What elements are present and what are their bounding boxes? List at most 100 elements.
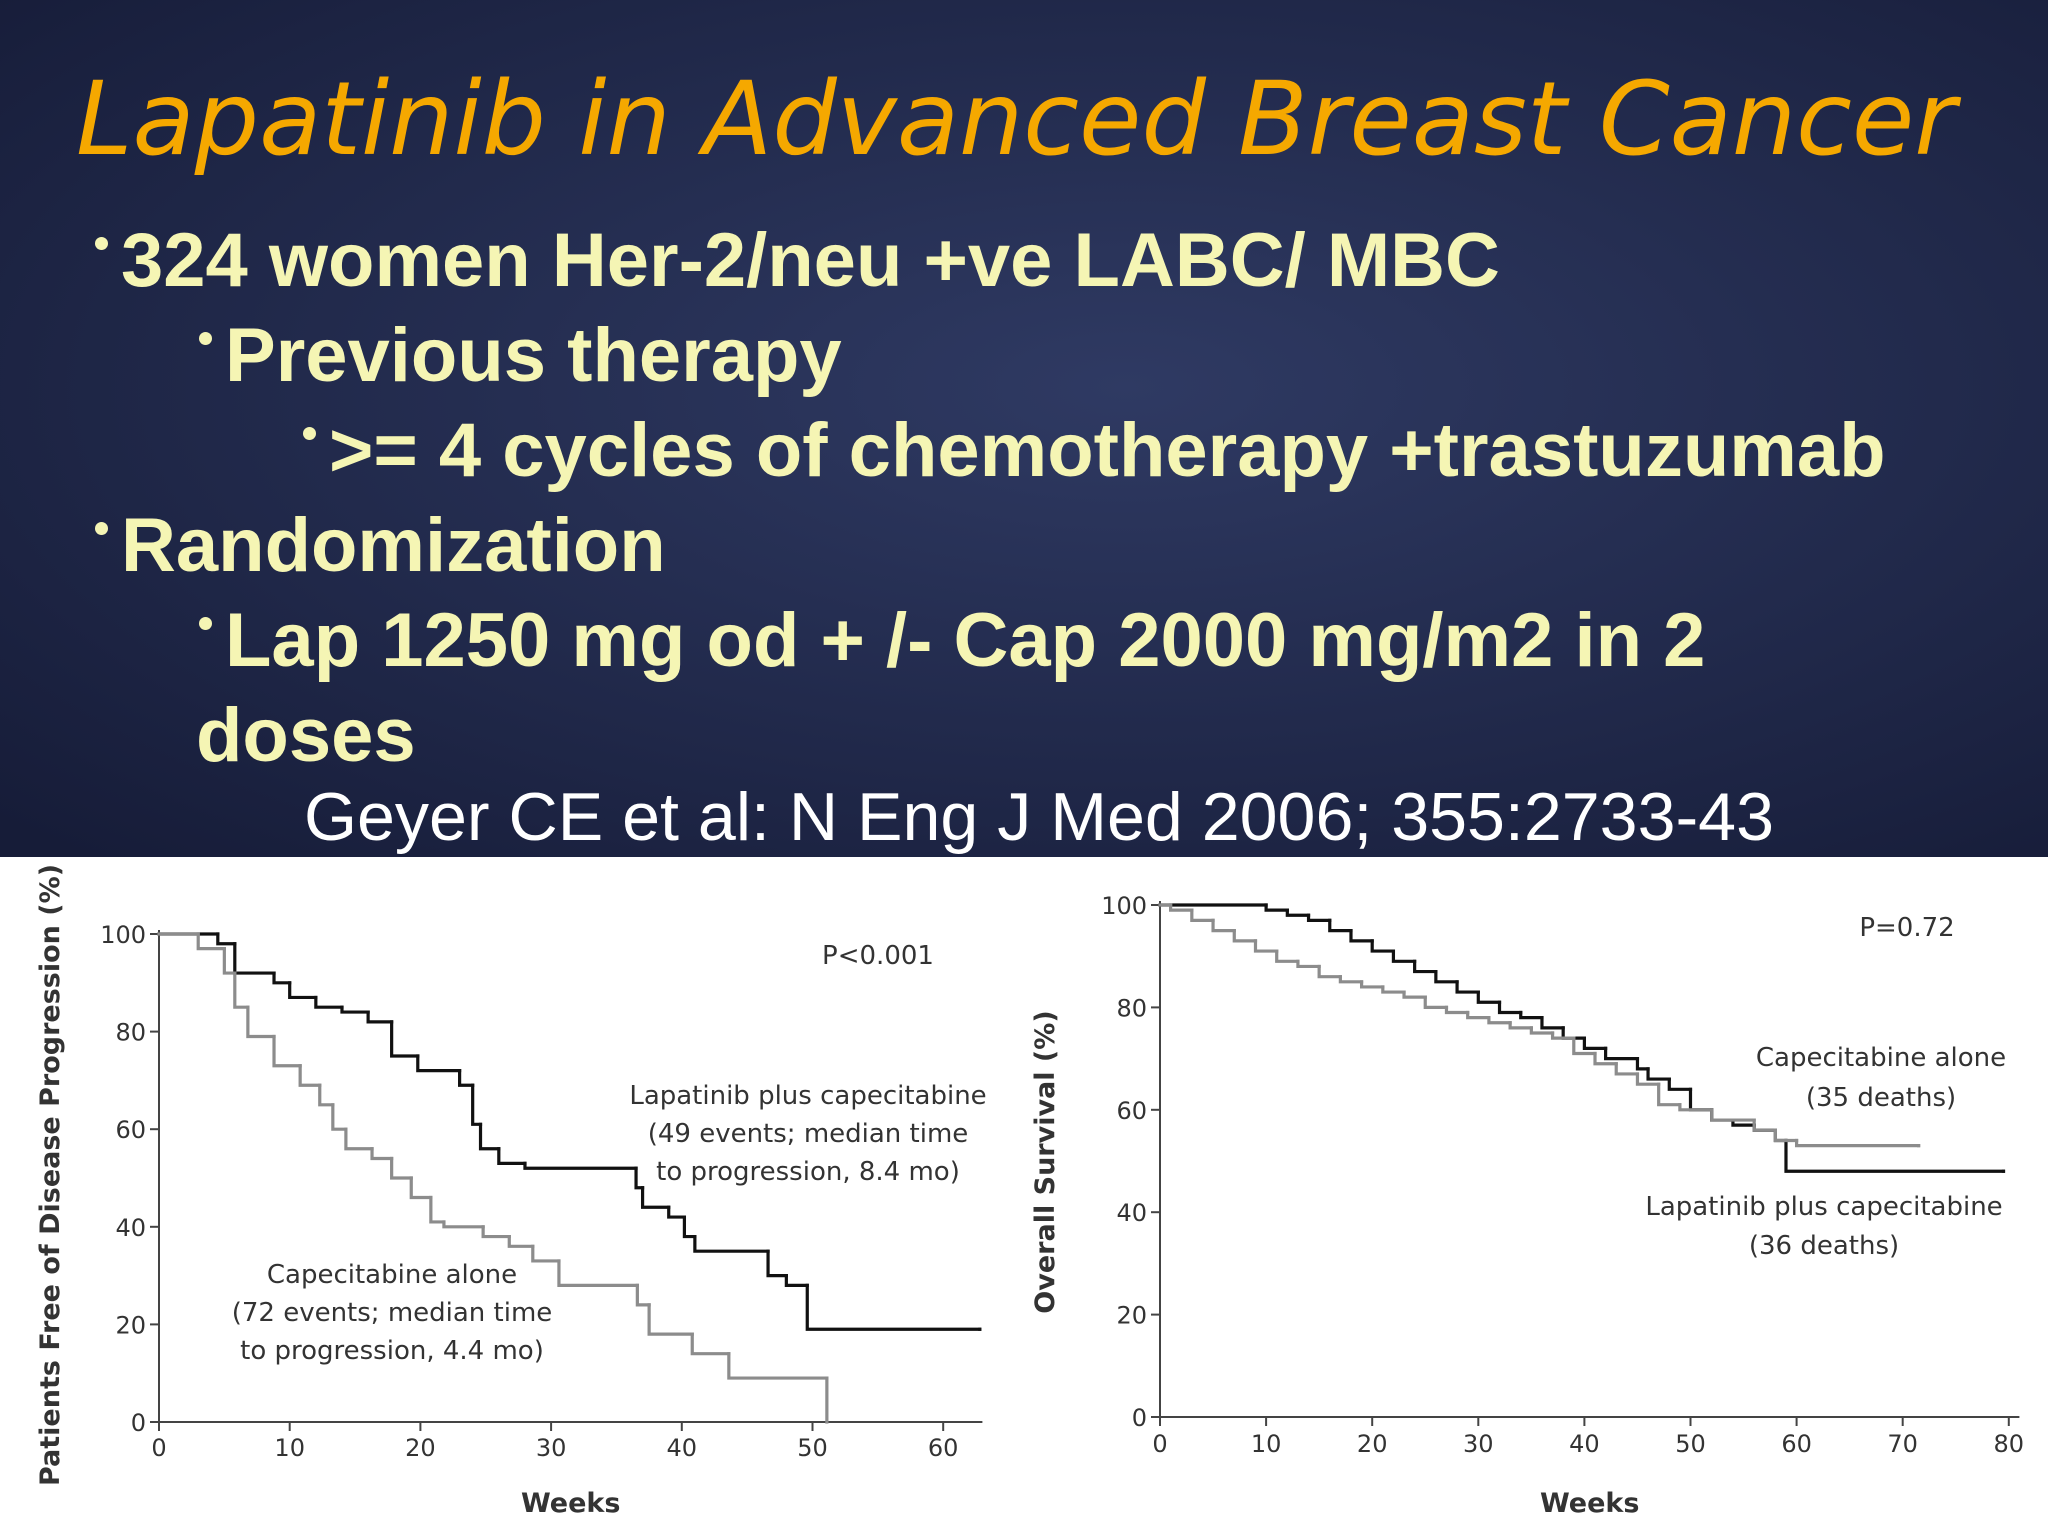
survival-step [318,1083,335,1107]
survival-step [246,1005,276,1039]
x-tick-label: 20 [405,1434,436,1462]
x-tick-label: 70 [1887,1430,1918,1458]
survival-step [640,1186,671,1209]
survival-step [390,1020,420,1058]
x-tick-label: 20 [1357,1430,1388,1458]
survival-step [1381,985,1406,994]
survival-step [1338,975,1364,984]
survival-step [805,1283,982,1331]
survival-step [693,1234,770,1253]
survival-step [390,1156,413,1180]
survival-step [634,1166,645,1190]
bullet-item: Lap 1250 mg od + /- Cap 2000 mg/m2 in 2 … [0,593,1896,783]
survival-step [1296,959,1321,969]
survival-step [690,1332,731,1356]
survival-step [314,995,344,1009]
survival-step [1529,1026,1555,1035]
bullet-item: Previous therapy [0,308,1896,403]
bullet-text: 324 women Her-2/neu +ve LABC/ MBC [121,218,1500,303]
bullet-text: Previous therapy [225,313,842,398]
survival-step [1784,1138,2006,1173]
slide-title: Lapatinib in Advanced Breast Cancer [76,60,1962,179]
survival-step [272,1034,302,1068]
series-detail: (49 events; median time [648,1119,969,1149]
y-axis-label: Overall Survival (%) [1030,1010,1061,1313]
survival-step [1370,939,1396,953]
survival-step [1317,964,1342,979]
series-detail: to progression, 4.4 mo) [240,1336,544,1366]
survival-step [1508,1021,1533,1030]
survival-step [531,1244,561,1263]
y-tick-label: 20 [1116,1302,1147,1330]
x-tick-label: 40 [667,1434,698,1462]
survival-step [1635,1057,1650,1071]
survival-step [340,1005,370,1014]
y-axis-label: Patients Free of Disease Progression (%) [35,864,66,1486]
survival-step [1253,939,1279,953]
survival-step [458,1069,475,1087]
survival-step [1434,969,1459,984]
x-tick-label: 40 [1569,1430,1600,1458]
survival-step [1466,1010,1491,1020]
y-tick-label: 0 [131,1409,146,1437]
bullet-dot [199,332,212,345]
x-tick-label: 60 [1781,1430,1812,1458]
survival-step [1232,929,1258,943]
bullet-item: >= 4 cycles of chemotherapy +trastuzumab [0,403,2000,498]
survival-step [1678,1103,1714,1112]
survival-step [1444,1005,1470,1015]
y-tick-label: 0 [1132,1404,1147,1432]
survival-step [1423,995,1449,1009]
survival-step [727,1352,829,1380]
survival-step [1731,1118,1756,1127]
bullet-dot [95,237,108,250]
survival-step [784,1274,809,1287]
survival-step [667,1205,687,1219]
survival-step [442,1220,485,1229]
bullet-list: 324 women Her-2/neu +ve LABC/ MBC Previou… [0,213,2048,783]
x-tick-label: 0 [151,1434,166,1462]
survival-step [1635,1072,1661,1086]
survival-step [1540,1016,1565,1030]
survival-step [1306,913,1332,922]
x-tick-label: 60 [928,1434,959,1462]
y-tick-label: 40 [1116,1199,1147,1227]
series-label: Capecitabine alone [267,1260,517,1290]
y-tick-label: 80 [1116,994,1147,1022]
survival-step [1519,1010,1544,1020]
survival-step [635,1283,651,1307]
x-tick-label: 30 [1463,1430,1494,1458]
series-label: Lapatinib plus capecitabine [629,1081,986,1111]
survival-step [1264,903,1289,912]
x-tick-label: 0 [1152,1430,1167,1458]
series-detail: to progression, 8.4 mo) [656,1157,960,1187]
survival-step [1614,1062,1640,1076]
survival-step [557,1259,639,1287]
x-axis-label: Weeks [521,1488,620,1519]
bullet-dot [95,522,108,535]
survival-step [272,971,292,985]
series-detail: (36 deaths) [1749,1231,1899,1261]
survival-step [478,1122,501,1151]
survival-step [1169,903,1194,912]
x-tick-label: 50 [797,1434,828,1462]
series-label: Capecitabine alone [1756,1043,2006,1073]
survival-step [1794,1138,1921,1148]
survival-step [1211,918,1236,933]
survival-step [1285,908,1311,917]
x-tick-label: 80 [1994,1430,2025,1458]
survival-step [1752,1118,1777,1132]
survival-step [523,1161,638,1170]
survival-step [344,1127,374,1151]
survival-step [1657,1082,1682,1107]
survival-step [1328,918,1353,933]
x-tick-label: 10 [1251,1430,1282,1458]
survival-step [507,1234,535,1248]
survival-step [216,932,237,946]
survival-step [370,1147,394,1161]
survival-step [1275,949,1300,963]
bullet-text: >= 4 cycles of chemotherapy +trastuzumab [329,408,1886,493]
bullet-text: Lap 1250 mg od + /- Cap 2000 mg/m2 in 2 … [196,598,1706,778]
